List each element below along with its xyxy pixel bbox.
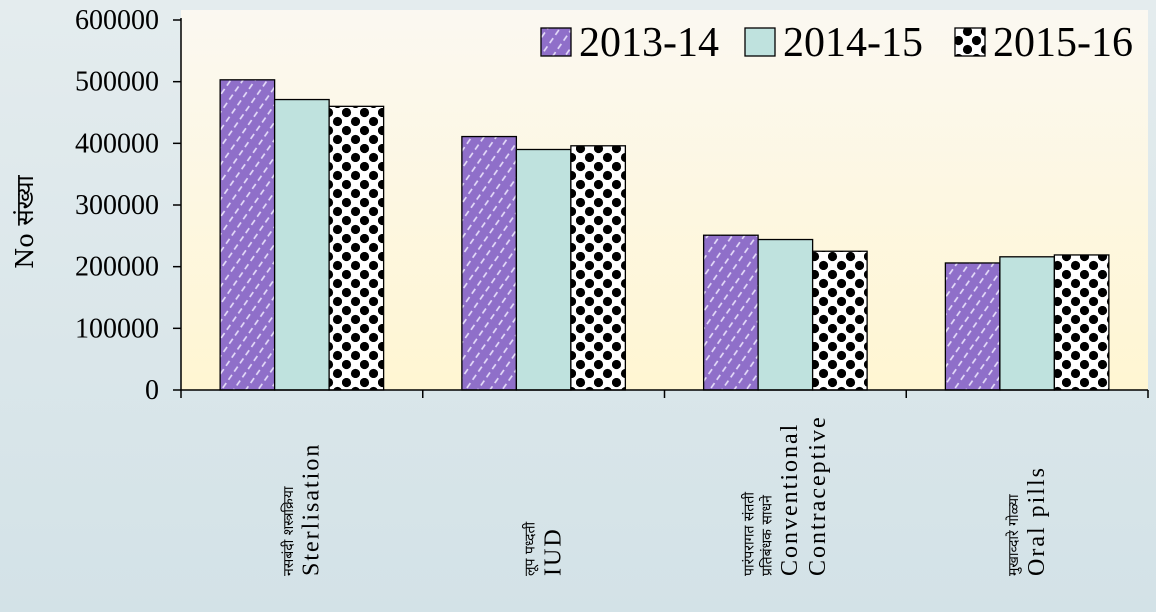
bar-2013-14-4 [944, 262, 1001, 391]
legend-swatch-2015-16 [954, 27, 986, 57]
bar-2014-15-4 [999, 256, 1056, 391]
bar-2014-15-3 [757, 238, 814, 391]
y-tick-label: 400000 [75, 128, 159, 159]
category-label-4: Oral pills [1024, 466, 1050, 576]
bar-2015-16-1 [328, 105, 385, 391]
category-label-3: Conventional [777, 423, 803, 576]
y-tick-label: 500000 [75, 67, 159, 98]
bar-2013-14-2 [461, 135, 518, 391]
y-tick-label: 600000 [75, 5, 159, 36]
category-label-4: मुखाव्दारे गोळ्या [1005, 494, 1022, 576]
category-label-3: प्रतिबंधक साधने [758, 495, 775, 576]
legend-label-2015-16: 2015-16 [993, 20, 1133, 66]
y-tick-label: 300000 [75, 190, 159, 221]
category-label-3: Contraceptive [805, 415, 831, 576]
category-label-1: नसबंदी शस्त्रक्रिया [280, 486, 297, 576]
category-label-3: पारंपरागत संतती [740, 492, 757, 576]
category-label-1: Sterlisation [299, 443, 325, 576]
bar-2014-15-1 [273, 98, 330, 391]
bar-2015-16-3 [811, 250, 868, 391]
legend-swatch-2013-14 [540, 27, 572, 57]
bar-2014-15-2 [515, 148, 572, 391]
bar-2013-14-1 [219, 79, 276, 391]
y-tick-label: 200000 [75, 252, 159, 283]
bar-2015-16-2 [570, 145, 627, 391]
legend-label-2013-14: 2013-14 [579, 20, 719, 66]
legend-label-2014-15: 2014-15 [783, 20, 923, 66]
y-axis-title: No संख्या [11, 174, 39, 268]
bar-2015-16-4 [1053, 254, 1110, 391]
y-tick-label: 100000 [75, 313, 159, 344]
category-label-2: IUD [541, 527, 567, 576]
bar-2013-14-3 [702, 234, 759, 391]
y-tick-label: 0 [145, 375, 159, 406]
category-label-2: लूप पध्दती [522, 521, 539, 576]
legend-swatch-2014-15 [744, 27, 776, 57]
